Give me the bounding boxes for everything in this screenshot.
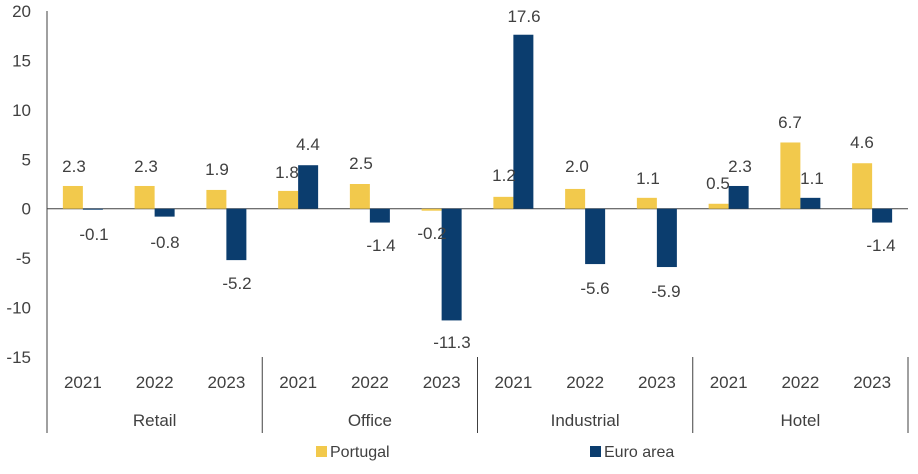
y-tick-label: 10 bbox=[12, 101, 31, 120]
bar-portugal bbox=[349, 184, 370, 209]
data-label-euro-area: -5.6 bbox=[580, 279, 609, 298]
x-category-label: 2022 bbox=[136, 373, 174, 392]
bar-euro-area bbox=[154, 208, 175, 217]
bar-euro-area bbox=[369, 208, 390, 223]
data-label-euro-area: -1.4 bbox=[366, 236, 395, 255]
data-label-portugal: 1.1 bbox=[636, 169, 660, 188]
legend-label: Euro area bbox=[604, 444, 674, 461]
y-tick-label: 15 bbox=[12, 51, 31, 70]
data-label-portugal: 4.6 bbox=[850, 133, 874, 152]
data-label-euro-area: -0.8 bbox=[150, 233, 179, 252]
x-category-label: 2021 bbox=[64, 373, 102, 392]
data-label-portugal: 1.9 bbox=[205, 160, 229, 179]
x-category-label: 2022 bbox=[781, 373, 819, 392]
data-label-portugal: 0.5 bbox=[706, 174, 730, 193]
y-tick-label: -15 bbox=[6, 348, 31, 367]
x-category-label: 2022 bbox=[566, 373, 604, 392]
bar-portugal bbox=[62, 185, 83, 209]
x-category-label: 2022 bbox=[351, 373, 389, 392]
bar-euro-area bbox=[298, 165, 319, 209]
x-category-label: 2023 bbox=[638, 373, 676, 392]
bar-euro-area bbox=[441, 208, 462, 321]
x-category-label: 2023 bbox=[853, 373, 891, 392]
data-label-portugal: 2.0 bbox=[565, 157, 589, 176]
data-label-portugal: 2.3 bbox=[62, 157, 86, 176]
x-category-label: 2023 bbox=[207, 373, 245, 392]
x-group-label: Retail bbox=[133, 411, 176, 430]
y-tick-label: -10 bbox=[6, 299, 31, 318]
bar-euro-area bbox=[226, 208, 247, 261]
legend-swatch bbox=[316, 446, 327, 457]
bar-euro-area bbox=[585, 208, 606, 265]
data-label-portugal: 1.2 bbox=[492, 166, 516, 185]
data-label-euro-area: -1.4 bbox=[866, 236, 895, 255]
data-label-euro-area: 17.6 bbox=[507, 7, 540, 26]
bar-portugal bbox=[421, 208, 442, 211]
bar-portugal bbox=[206, 189, 227, 209]
y-axis: 20 15 10 5 0 -5 -10 -15 bbox=[6, 2, 908, 367]
data-label-euro-area: -5.2 bbox=[222, 274, 251, 293]
legend: Portugal Euro area bbox=[316, 444, 674, 461]
y-tick-label: 0 bbox=[22, 200, 31, 219]
bar-euro-area bbox=[656, 208, 677, 268]
x-group-label: Hotel bbox=[781, 411, 821, 430]
bar-portugal bbox=[708, 203, 729, 209]
y-tick-label: 20 bbox=[12, 2, 31, 21]
bars-layer bbox=[62, 34, 893, 321]
x-group-label: Industrial bbox=[551, 411, 620, 430]
bar-portugal bbox=[134, 185, 155, 209]
x-category-label: 2023 bbox=[423, 373, 461, 392]
value-labels-layer: 2.3 2.3 1.9 1.8 2.5 -0.2 1.2 2.0 1.1 0.5 6.7 4.6 -0.… bbox=[62, 7, 895, 352]
bar-portugal bbox=[278, 190, 299, 209]
bar-euro-area bbox=[800, 197, 821, 209]
data-label-euro-area: 2.3 bbox=[728, 157, 752, 176]
x-category-label: 2021 bbox=[710, 373, 748, 392]
y-tick-label: -5 bbox=[16, 249, 31, 268]
data-label-euro-area: -11.3 bbox=[433, 333, 471, 352]
bar-portugal bbox=[493, 196, 514, 209]
x-axis: 2021 2022 2023 Retail 2021 2022 2023 Office 2021… bbox=[46, 357, 909, 433]
data-label-portugal: 2.5 bbox=[349, 154, 373, 173]
legend-swatch bbox=[590, 446, 601, 457]
data-label-euro-area: 4.4 bbox=[296, 135, 320, 154]
x-category-label: 2021 bbox=[494, 373, 532, 392]
bar-portugal bbox=[636, 197, 657, 209]
data-label-euro-area: -5.9 bbox=[651, 282, 680, 301]
data-label-euro-area: 1.1 bbox=[800, 169, 824, 188]
bar-euro-area bbox=[513, 34, 534, 209]
bar-portugal bbox=[780, 142, 801, 209]
bar-euro-area bbox=[728, 185, 749, 209]
legend-label: Portugal bbox=[330, 444, 390, 461]
data-label-portugal: 2.3 bbox=[134, 157, 158, 176]
data-label-portugal: 1.8 bbox=[275, 163, 299, 182]
bar-portugal bbox=[852, 163, 873, 209]
bar-portugal bbox=[565, 188, 586, 209]
data-label-portugal: 6.7 bbox=[778, 113, 802, 132]
data-label-portugal: -0.2 bbox=[417, 224, 446, 243]
bar-euro-area bbox=[82, 208, 103, 210]
data-label-euro-area: -0.1 bbox=[79, 225, 108, 244]
x-category-label: 2021 bbox=[279, 373, 317, 392]
x-group-label: Office bbox=[348, 411, 392, 430]
y-tick-label: 5 bbox=[22, 150, 31, 169]
bar-euro-area bbox=[872, 208, 893, 223]
